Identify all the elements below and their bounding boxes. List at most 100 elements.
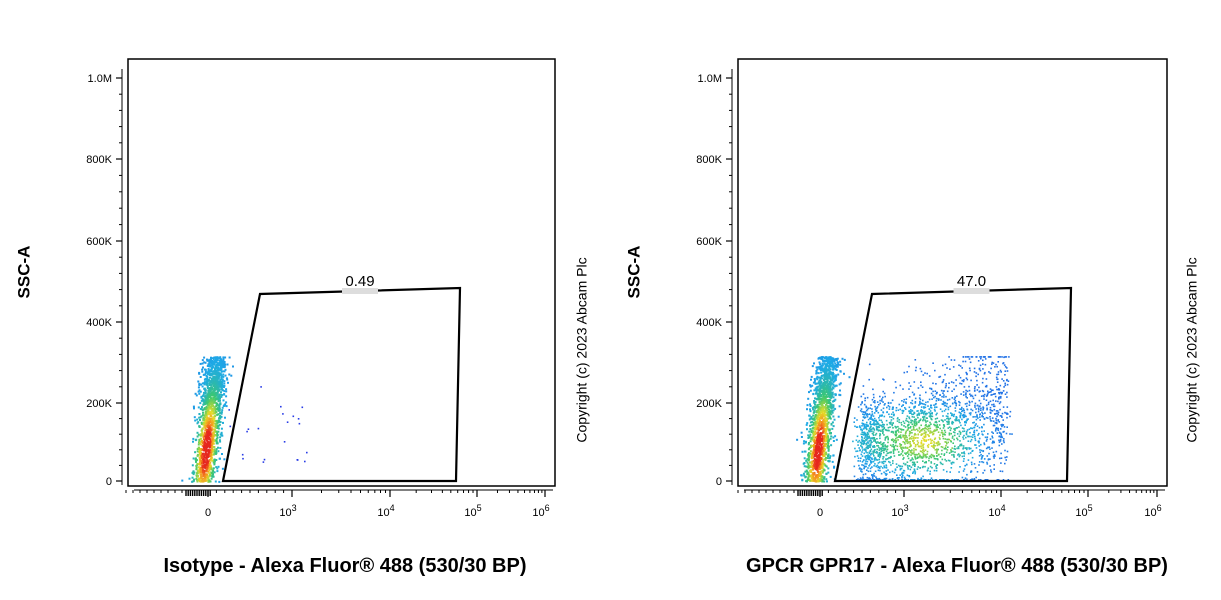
event-dot xyxy=(818,447,820,450)
event-dot xyxy=(871,398,874,401)
event-dot xyxy=(980,453,982,456)
event-dot xyxy=(818,462,821,465)
event-dot xyxy=(919,367,922,370)
event-dot xyxy=(820,421,823,423)
event-dot xyxy=(878,466,880,468)
event-dot xyxy=(966,447,968,449)
event-dot xyxy=(826,457,829,460)
event-dot xyxy=(925,439,928,441)
event-dot xyxy=(216,371,219,374)
event-dot xyxy=(929,432,931,434)
event-dot xyxy=(819,416,822,419)
event-dot xyxy=(216,362,219,365)
event-dot xyxy=(894,433,896,436)
event-dot xyxy=(828,457,831,460)
event-dot xyxy=(193,478,195,481)
event-dot xyxy=(950,359,953,361)
event-dot xyxy=(815,370,818,372)
event-dot xyxy=(810,416,813,419)
event-dot xyxy=(859,425,861,427)
event-dot xyxy=(901,473,903,475)
event-dot xyxy=(861,437,863,439)
event-dot xyxy=(810,474,813,477)
event-dot xyxy=(199,419,201,421)
event-dot xyxy=(935,397,938,400)
event-dot xyxy=(983,430,985,432)
event-dot xyxy=(938,376,940,378)
event-dot xyxy=(202,435,205,438)
event-dot xyxy=(943,454,945,456)
event-dot xyxy=(816,385,819,388)
event-dot xyxy=(954,407,957,409)
event-dot xyxy=(204,445,207,448)
event-dot xyxy=(892,427,894,429)
event-dot xyxy=(918,455,921,458)
event-dot xyxy=(963,468,966,470)
event-dot xyxy=(865,409,868,412)
event-dot xyxy=(895,427,897,429)
event-dot xyxy=(878,419,881,421)
event-dot xyxy=(208,469,211,472)
event-dot xyxy=(948,426,951,428)
event-dot xyxy=(868,465,870,467)
event-dot xyxy=(894,425,896,428)
event-dot xyxy=(210,410,213,413)
event-dot xyxy=(215,437,218,440)
event-dot xyxy=(213,446,216,448)
event-dot xyxy=(882,423,884,426)
event-dot xyxy=(903,401,905,403)
event-dot xyxy=(864,413,867,415)
event-dot xyxy=(934,369,936,372)
event-dot xyxy=(813,411,816,414)
event-dot xyxy=(824,440,827,443)
event-dot xyxy=(902,388,904,390)
event-dot xyxy=(866,396,869,399)
event-dot xyxy=(224,356,227,359)
event-dot xyxy=(942,390,945,392)
x-tick-label: 105 xyxy=(464,503,481,519)
event-dot xyxy=(952,415,955,418)
event-dot xyxy=(907,457,910,460)
event-dot xyxy=(898,419,901,421)
event-dot xyxy=(866,455,868,457)
event-dot xyxy=(818,434,821,437)
event-dot xyxy=(966,418,968,421)
event-dot xyxy=(862,428,865,430)
event-dot xyxy=(940,389,943,392)
event-dot xyxy=(198,416,201,419)
event-dot xyxy=(202,469,205,472)
event-dot xyxy=(983,398,985,400)
event-dot xyxy=(946,399,949,401)
event-dot xyxy=(823,438,826,440)
event-dot xyxy=(957,447,960,450)
event-dot xyxy=(966,473,968,476)
event-dot xyxy=(911,402,914,405)
event-dot xyxy=(863,452,866,455)
event-dot xyxy=(818,420,821,423)
event-dot xyxy=(831,361,834,364)
event-dot xyxy=(863,416,865,418)
event-dot xyxy=(911,410,914,412)
event-dot xyxy=(899,474,901,476)
event-dot xyxy=(217,427,220,430)
event-dot xyxy=(831,386,834,389)
event-dot xyxy=(818,443,821,446)
event-dot xyxy=(827,384,830,387)
event-dot xyxy=(947,479,949,481)
event-dot xyxy=(810,465,813,468)
event-dot xyxy=(912,427,915,429)
event-dot xyxy=(992,389,994,392)
event-dot xyxy=(970,479,973,481)
event-dot xyxy=(211,360,213,362)
event-dot xyxy=(913,469,916,472)
event-dot xyxy=(825,429,828,432)
event-dot xyxy=(817,385,820,388)
event-dot xyxy=(829,402,832,405)
event-dot xyxy=(982,472,984,474)
event-dot xyxy=(809,410,812,413)
event-dot xyxy=(986,479,989,481)
event-dot xyxy=(205,402,208,405)
event-dot xyxy=(914,402,917,404)
event-dot xyxy=(933,430,935,432)
event-dot xyxy=(820,408,823,411)
